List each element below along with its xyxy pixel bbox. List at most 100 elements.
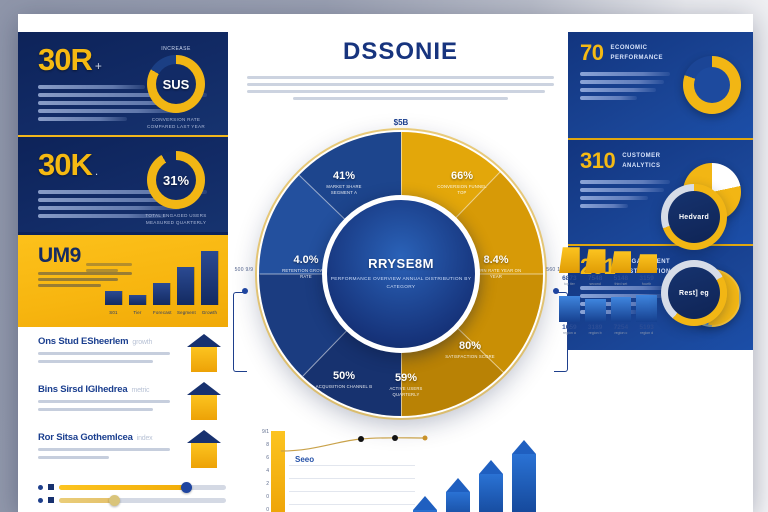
list-item-tail: index xyxy=(136,435,153,442)
right-column: 70 ECONOMIC PERFORMANCE 310 CUSTOMER ANA… xyxy=(559,32,753,350)
bar-caption: region c xyxy=(614,330,628,335)
line-chart-series xyxy=(280,435,428,452)
bar-cell[interactable]: 3159 fourth xyxy=(636,245,657,287)
bar-caption: region d xyxy=(640,330,654,335)
gold-bar-label-2: Forecast xyxy=(153,310,172,315)
bar-cell[interactable]: 7254 region c xyxy=(610,294,632,336)
home-icon xyxy=(187,334,221,372)
bar-caption: region a xyxy=(562,330,576,335)
ytick: 0 xyxy=(266,494,269,500)
list-item[interactable]: Ror Sitsa Gothemlcea index xyxy=(18,424,233,472)
line-chart-grid xyxy=(289,453,415,512)
right-stat-card-1[interactable]: 70 ECONOMIC PERFORMANCE xyxy=(568,32,753,138)
left-ring-1-donut: SUS xyxy=(147,55,205,113)
bar-caption: third set xyxy=(614,282,628,287)
left-stat-card-2[interactable]: 30K. 31% TOTAL ENGAGED USERS MEASURED QU… xyxy=(18,135,228,232)
right-donut-chart[interactable] xyxy=(683,56,741,114)
right-stat-2-label: CUSTOMER ANALYTICS xyxy=(622,153,661,169)
bar-grid-row-blue: 1659 region a 3189 region b 7254 region … xyxy=(559,294,657,336)
callout-left-bracket xyxy=(233,292,247,372)
list-item[interactable]: Bins Sirsd IGlhedrea metric xyxy=(18,376,233,424)
left-stat-1-text xyxy=(38,85,216,121)
hub-title: RRYSE8M xyxy=(368,255,434,271)
callout-right-label: 560 11% xyxy=(546,267,568,273)
right-stat-2-text xyxy=(580,180,675,208)
bar-caption: region b xyxy=(588,330,602,335)
bar-cell[interactable]: 5193 region d xyxy=(636,294,657,336)
badge[interactable]: Rest] eg xyxy=(661,260,727,326)
right-stat-1-head: 70 ECONOMIC PERFORMANCE xyxy=(580,42,675,64)
callout-right-dot xyxy=(553,288,559,294)
list-item-tail: metric xyxy=(131,387,150,394)
bar-value: 5148 xyxy=(613,275,629,283)
left-gold-chart-card[interactable]: UM9 S01 Tier Forecast Segment Growth xyxy=(18,232,228,327)
ytick: 0 xyxy=(266,507,269,512)
bar-caption: fourth xyxy=(642,282,652,287)
donut-segment-label: 62% xyxy=(377,146,435,158)
list-item[interactable]: Ons Stud ESheerlem growth xyxy=(18,328,233,376)
line-chart[interactable]: 9/1 8 6 4 2 0 0 Seeo xyxy=(245,429,428,512)
left-stat-card-1[interactable]: 30R + INCREASE SUS CONVERSION RATE COMPAR… xyxy=(18,32,228,135)
bar-value: 6873 xyxy=(562,275,577,283)
right-stat-1-value: 70 xyxy=(580,40,604,65)
donut-segment-label: 66% CONVERSION FUNNEL TOP xyxy=(437,170,487,196)
list-item-tail: growth xyxy=(132,339,153,346)
ytick: 8 xyxy=(266,442,269,448)
ytick: 9/1 xyxy=(262,429,269,435)
callout-left-dot xyxy=(242,288,248,294)
slider-row[interactable] xyxy=(38,494,226,506)
gold-bar-label-4: Growth xyxy=(201,310,218,315)
arrow-bar xyxy=(413,496,437,512)
slider-knob[interactable] xyxy=(109,494,121,506)
left-ring-1[interactable]: INCREASE SUS CONVERSION RATE COMPARED LA… xyxy=(138,46,214,131)
donut-segment-label: 41% MARKET SHARE SEGMENT A xyxy=(326,170,362,196)
bar-grid-row-gold: 6873 top tier 7548 second 5148 third set… xyxy=(559,245,657,287)
donut-top-tag: $5B xyxy=(393,118,409,127)
left-ring-1-caption: CONVERSION RATE COMPARED LAST YEAR xyxy=(147,117,205,129)
right-stat-1-label: ECONOMIC PERFORMANCE xyxy=(610,45,663,61)
ytick: 2 xyxy=(266,481,269,487)
bar-cell[interactable]: 3189 region b xyxy=(584,294,606,336)
bar-cell[interactable]: 6873 top tier xyxy=(559,245,580,287)
slider-knob[interactable] xyxy=(180,481,192,493)
bar-cell[interactable]: 1659 region a xyxy=(559,294,580,336)
bar-cell[interactable]: 5148 third set xyxy=(610,245,632,287)
bar-caption: top tier xyxy=(563,282,575,287)
page-title: DSSONIE xyxy=(342,38,459,65)
gold-card-value: UM9 xyxy=(38,244,81,267)
hub-subtitle: PERFORMANCE OVERVIEW ANNUAL DISTRIBUTION… xyxy=(330,276,472,290)
bar-cell[interactable]: 7548 second xyxy=(584,245,606,287)
left-ring-2-donut: 31% xyxy=(147,151,205,209)
slider-track[interactable] xyxy=(59,494,226,506)
bar-value: 7548 xyxy=(587,275,603,283)
gold-card-text xyxy=(38,272,140,287)
main-donut-chart[interactable]: $5B 66% CONVERSION FUNNEL TOP 8.4% CHURN… xyxy=(251,118,551,424)
gold-bar-label-3: Segment xyxy=(177,310,196,315)
line-chart-label: Seeo xyxy=(295,455,315,464)
bar-value: 3159 xyxy=(639,275,654,283)
left-stat-1-value: 30R + xyxy=(38,42,102,77)
donut-ring[interactable]: 66% CONVERSION FUNNEL TOP 8.4% CHURN RAT… xyxy=(259,132,544,416)
donut-segment-label: 59% ACTIVE USERS QUARTERLY xyxy=(389,372,423,398)
arrow-bar xyxy=(479,460,503,512)
donut-center-hub[interactable]: RRYSE8M PERFORMANCE OVERVIEW ANNUAL DIST… xyxy=(322,195,480,353)
bar-value: 3189 xyxy=(587,323,603,331)
left-ring-2[interactable]: 31% TOTAL ENGAGED USERS MEASURED QUARTER… xyxy=(138,151,214,227)
bottom-right-bar-grid: 6873 top tier 7548 second 5148 third set… xyxy=(559,245,657,342)
ytick: 4 xyxy=(266,468,269,474)
square-icon xyxy=(48,497,54,503)
badge[interactable]: Hedvard xyxy=(661,184,727,250)
left-stat-2-value: 30K. xyxy=(38,147,98,182)
right-stat-1-text xyxy=(580,72,675,100)
slider-row[interactable] xyxy=(38,481,226,493)
donut-segment-label: 8.4% CHURN RATE YEAR ON YEAR xyxy=(470,254,522,280)
callout-right-bracket xyxy=(554,292,568,372)
callout-left-label: 500 9/9 xyxy=(234,267,254,273)
bar-value: 5193 xyxy=(639,323,654,331)
slider-track[interactable] xyxy=(59,481,226,493)
bullet-icon xyxy=(38,484,43,490)
bar-value: 7254 xyxy=(613,323,629,331)
left-ring-2-value: 31% xyxy=(162,172,190,188)
bar-caption: second xyxy=(589,282,601,287)
left-stat-1-suffix: + xyxy=(94,59,102,73)
